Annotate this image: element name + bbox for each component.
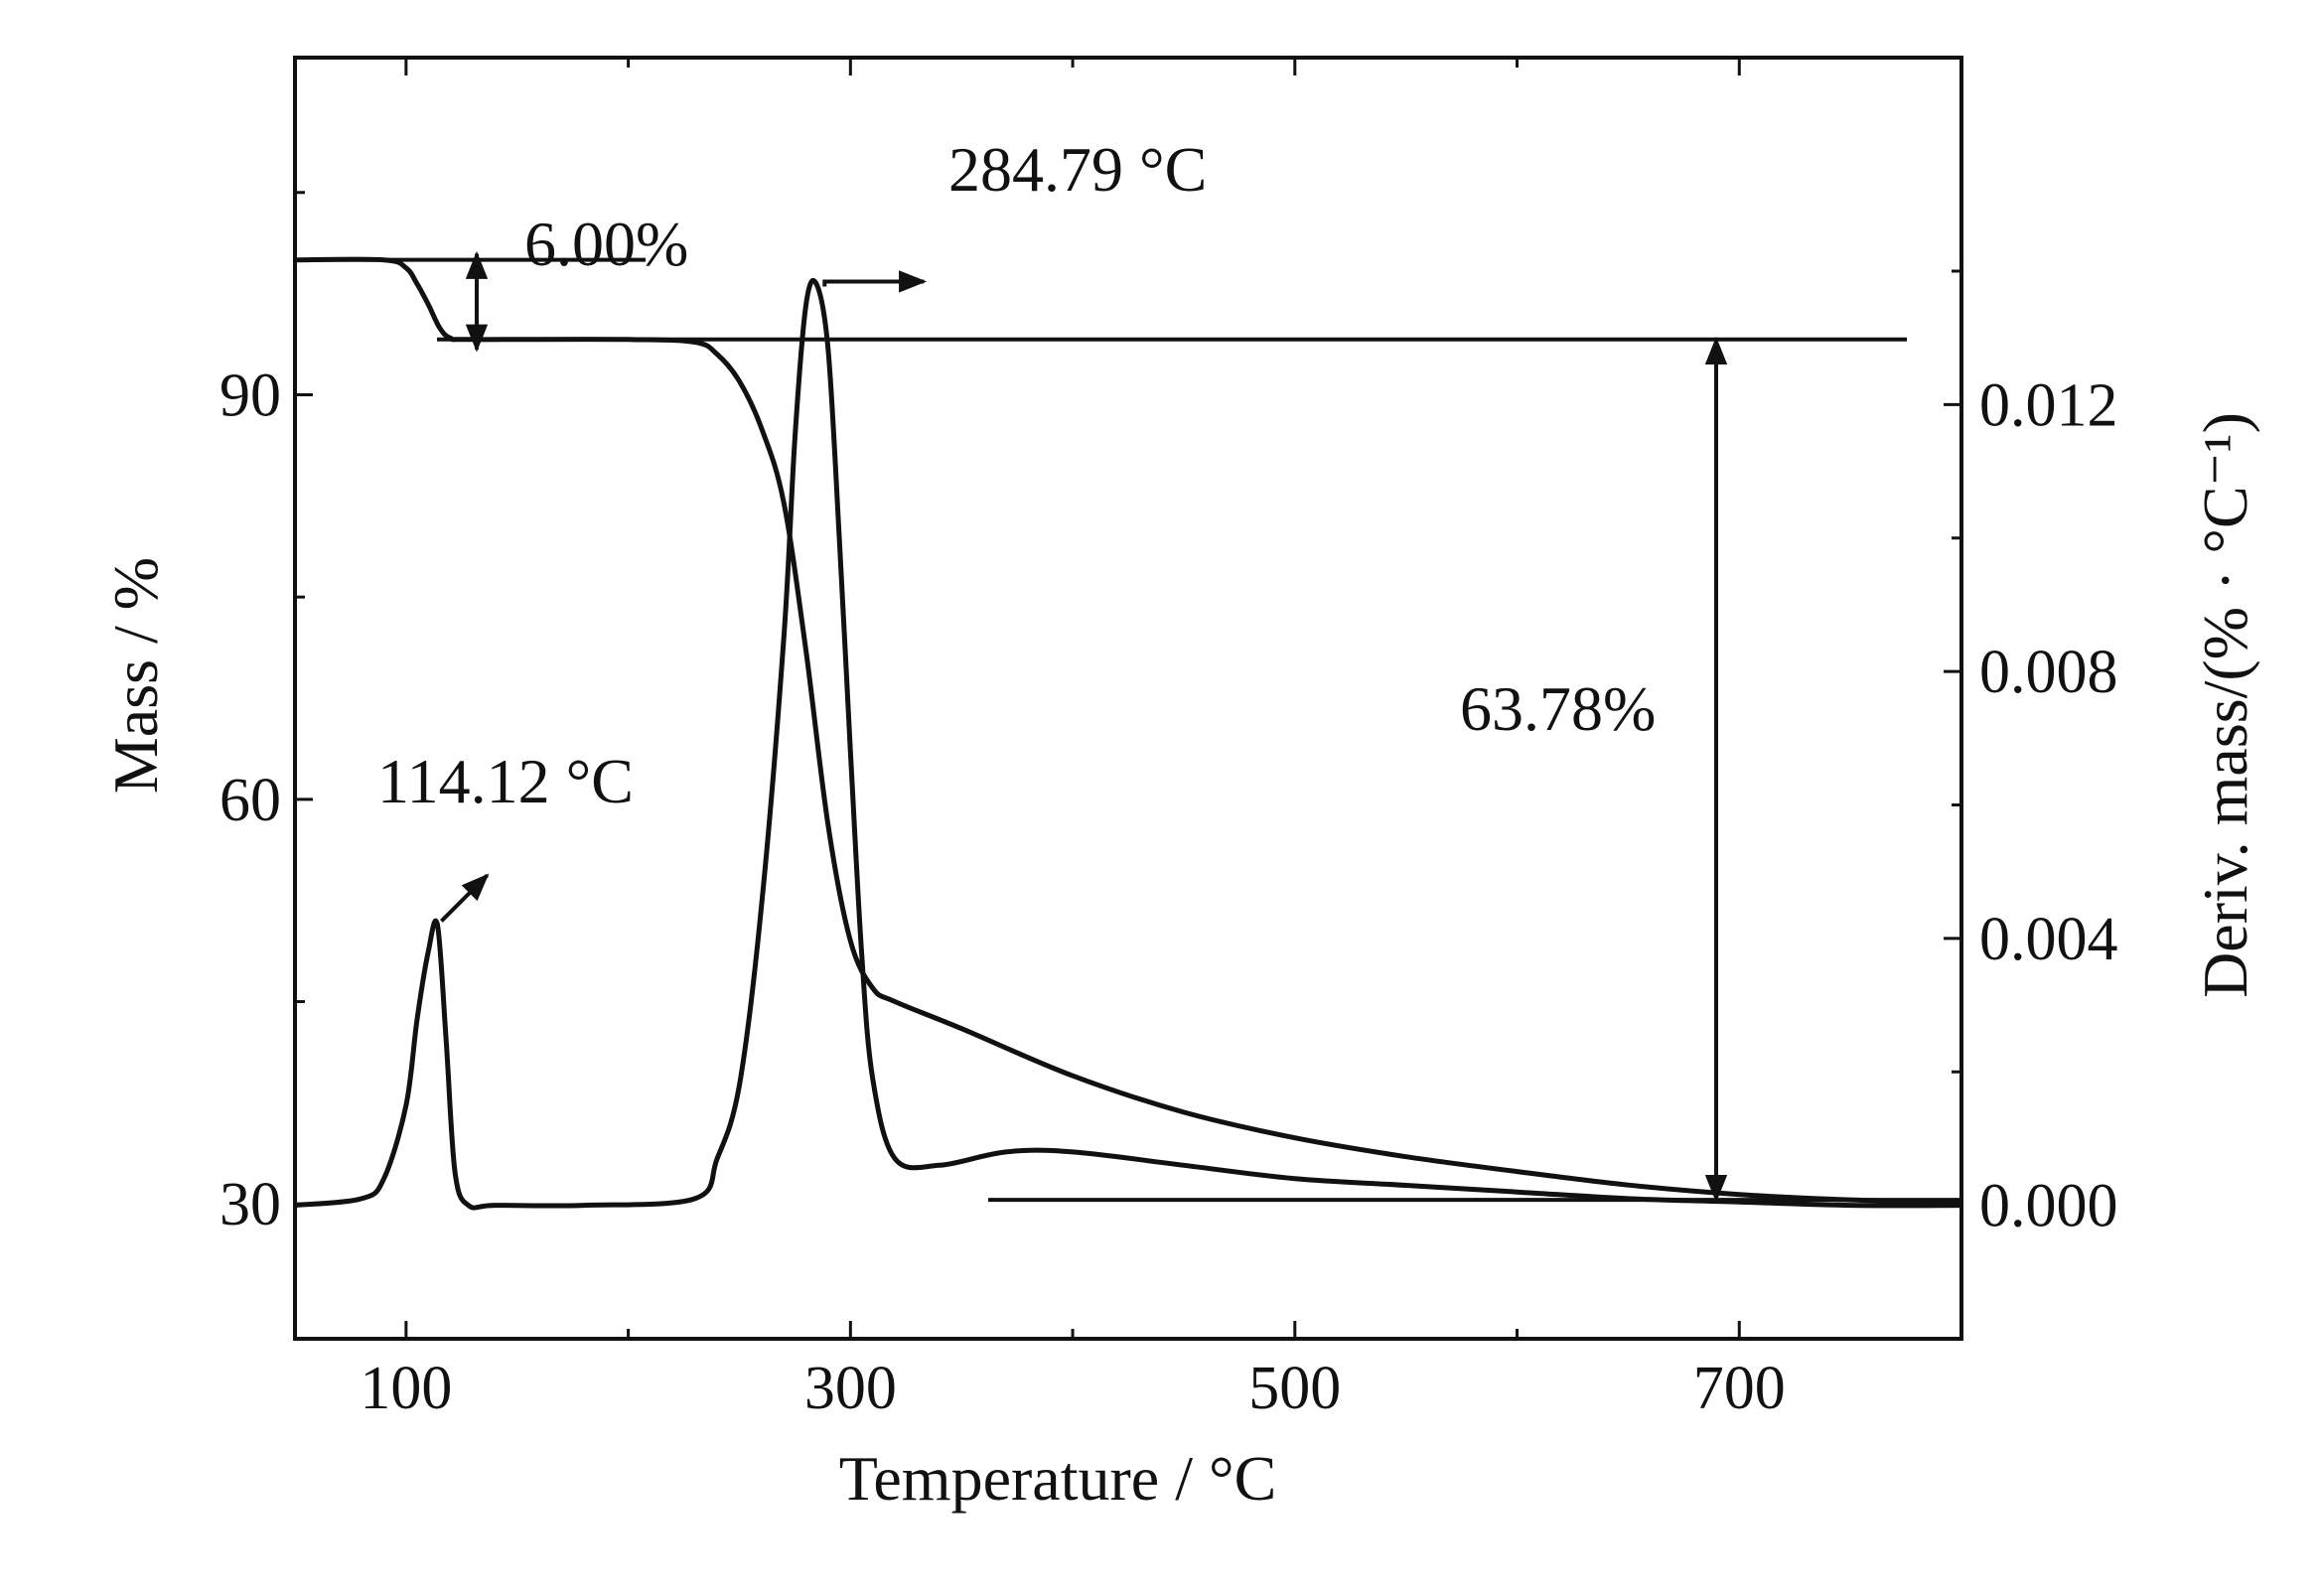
tga-curve <box>294 256 1962 1206</box>
y-right-tick-label: 0.004 <box>1979 906 2118 973</box>
x-tick-label: 100 <box>360 1355 452 1422</box>
labels: Temperature / °C Mass / % Deriv. mass/(%… <box>100 134 2260 1514</box>
x-tick-label: 700 <box>1693 1355 1786 1422</box>
x-tick-label: 500 <box>1248 1355 1341 1422</box>
y-right-axis-label: Deriv. mass/(% · °C⁻¹) <box>2190 412 2260 998</box>
peak2-label: 284.79 °C <box>948 134 1207 205</box>
y-left-tick-label: 30 <box>219 1171 281 1238</box>
peak2-arrow <box>822 270 928 293</box>
y-left-tick-label: 60 <box>219 767 281 834</box>
peak1-label: 114.12 °C <box>377 746 634 816</box>
data-series <box>294 256 1962 1211</box>
mass-loss-2-label: 63.78% <box>1460 673 1656 744</box>
y-right-tick-label: 0.008 <box>1979 639 2118 706</box>
y-right-tick-label: 0.000 <box>1979 1173 2118 1240</box>
mass-loss-1-label: 6.00% <box>524 209 688 279</box>
peak1-arrow <box>440 873 490 923</box>
x-tick-label: 300 <box>804 1355 897 1422</box>
axis-ticks: 100 300 500 700 30 60 90 0.000 0.004 0.008 0.012 <box>219 58 2118 1422</box>
y-left-tick-label: 90 <box>219 362 281 429</box>
dtg-curve <box>294 278 1962 1211</box>
y-right-tick-label: 0.012 <box>1979 371 2118 439</box>
plot-frame <box>293 56 1963 1341</box>
annotations <box>295 250 1961 1203</box>
plot-area <box>293 56 1963 1341</box>
y-left-axis-label: Mass / % <box>100 557 171 794</box>
x-axis-label: Temperature / °C <box>839 1443 1277 1514</box>
